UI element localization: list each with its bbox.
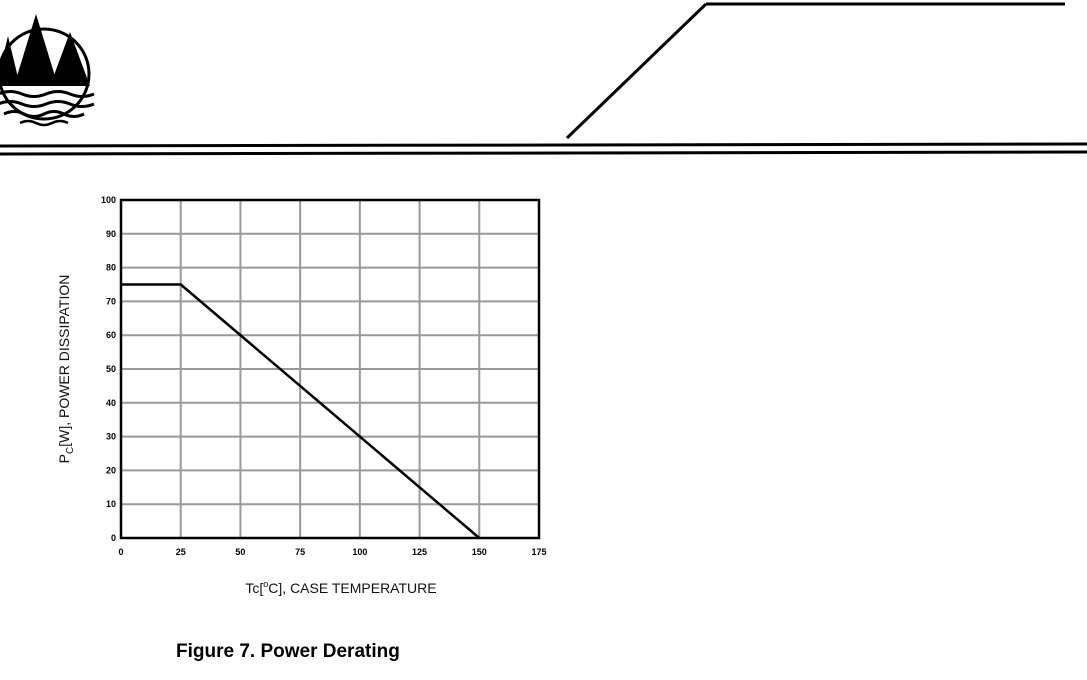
y-tick-label: 50 [106,364,116,374]
company-logo-icon [0,14,95,127]
y-axis-title: PC[W], POWER DISSIPATION [56,275,76,464]
figure-caption: Figure 7. Power Derating [176,641,400,662]
plot-frame [119,198,541,540]
y-tick-label: 0 [111,533,116,543]
x-tick-label: 100 [352,547,367,557]
y-tick-label: 80 [106,263,116,273]
y-tick-label: 60 [106,330,116,340]
x-tick-label: 25 [176,547,186,557]
y-tick-label: 90 [106,229,116,239]
x-tick-label: 175 [531,547,546,557]
y-tick-labels: 0 10 20 30 40 50 60 70 80 90 100 [101,195,116,543]
header-divider [0,2,1087,156]
x-tick-label: 75 [295,547,305,557]
y-tick-label: 100 [101,195,116,205]
y-tick-label: 30 [106,432,116,442]
x-tick-labels: 0 25 50 75 100 125 150 175 [118,547,546,557]
x-axis-title: Tc[oC], CASE TEMPERATURE [245,579,436,596]
x-tick-label: 125 [412,547,427,557]
y-tick-label: 10 [106,499,116,509]
y-tick-label: 70 [106,296,116,306]
x-tick-label: 0 [118,547,123,557]
y-tick-label: 40 [106,398,116,408]
x-tick-label: 150 [472,547,487,557]
x-tick-label: 50 [235,547,245,557]
chart-grid [120,199,540,539]
y-tick-label: 20 [106,465,116,475]
